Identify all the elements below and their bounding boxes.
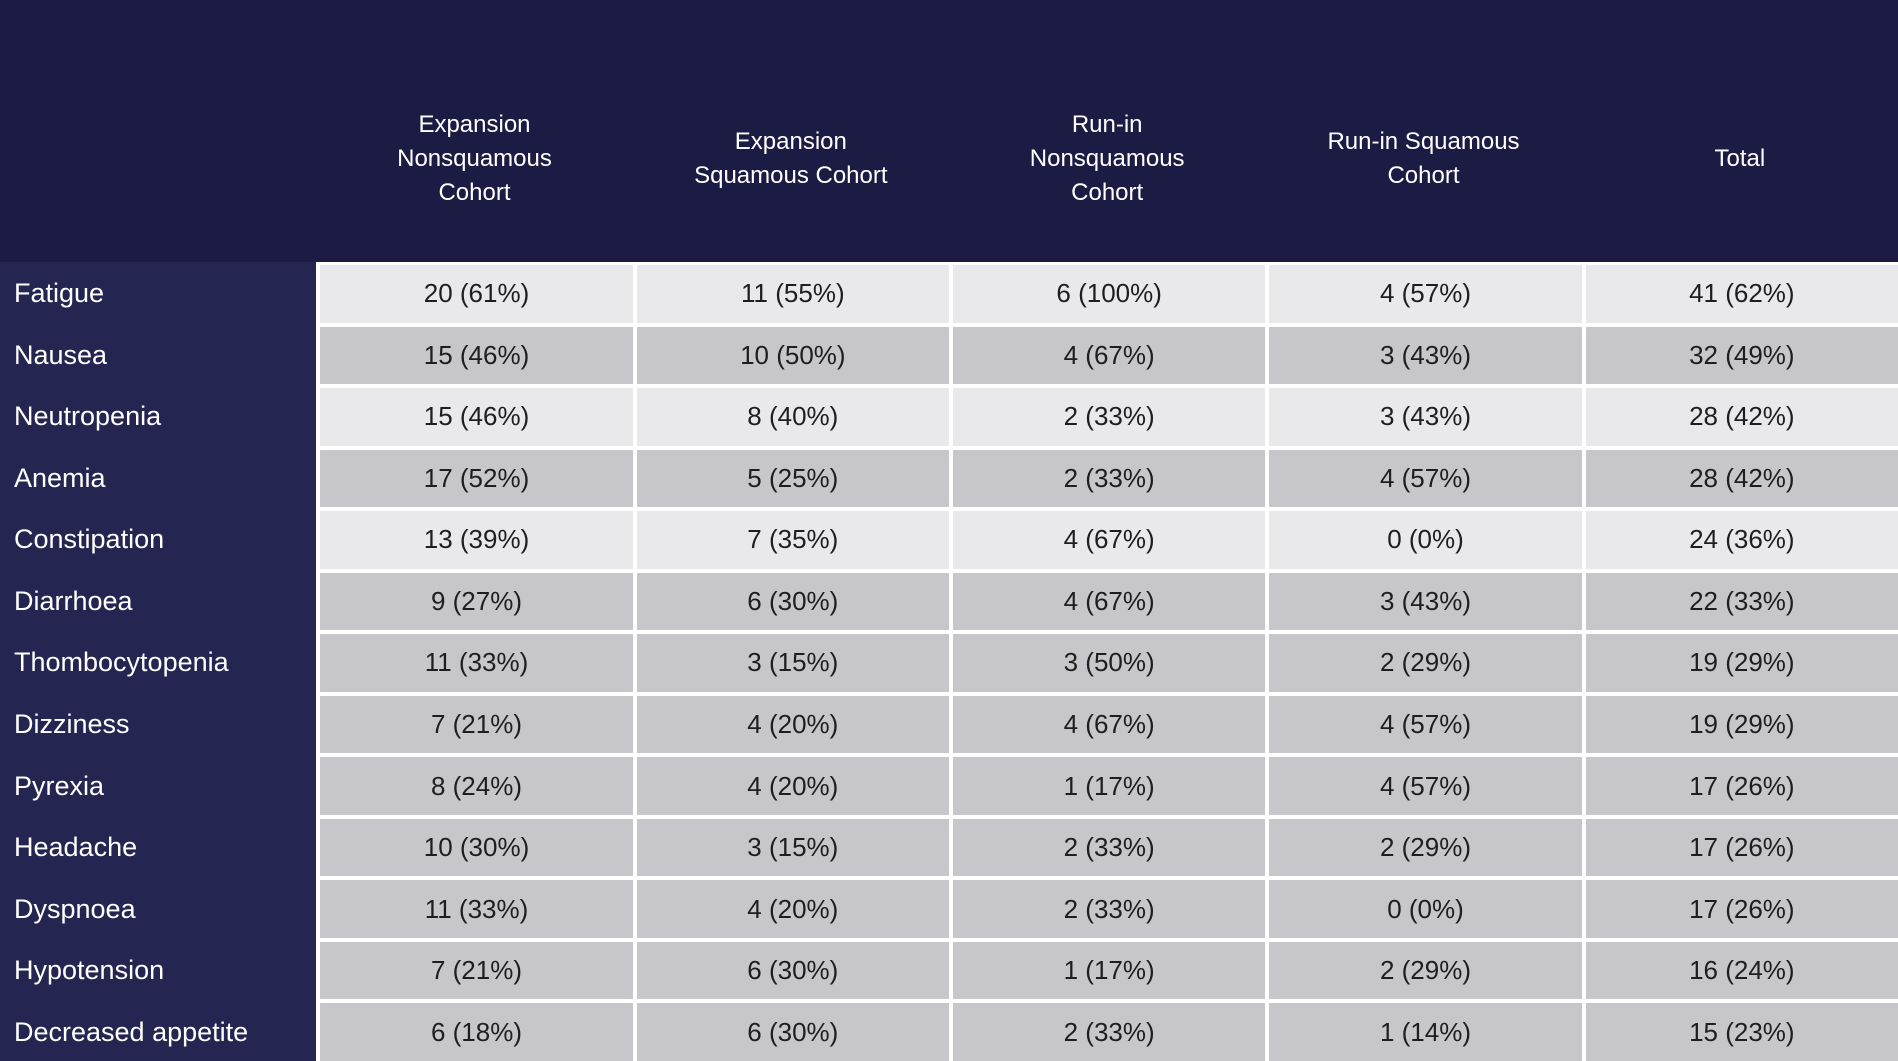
row-label: Decreased appetite xyxy=(14,1016,249,1047)
table-cell: 8 (24%) xyxy=(320,757,633,815)
table-cell: 17 (26%) xyxy=(1585,818,1898,877)
table-cell: 2 (29%) xyxy=(1269,818,1582,877)
table-cell: 11 (55%) xyxy=(636,265,949,323)
table-cell: 4 (20%) xyxy=(636,880,949,938)
table-cell: 2 (29%) xyxy=(1269,941,1582,1000)
table-cell: 2 (33%) xyxy=(952,818,1266,877)
table-cell: 2 (33%) xyxy=(952,449,1266,508)
table-cell: 3 (15%) xyxy=(636,634,949,692)
table-cell: 20 (61%) xyxy=(320,265,633,323)
column-header: Expansion Nonsquamous Cohort xyxy=(397,111,552,206)
table-cell: 4 (57%) xyxy=(1269,265,1582,323)
table-cell: 1 (17%) xyxy=(952,757,1266,815)
table-cell: 4 (67%) xyxy=(952,326,1266,385)
row-label: Nausea xyxy=(14,339,108,370)
table-cell: 9 (27%) xyxy=(320,572,633,631)
table-cell: 16 (24%) xyxy=(1585,941,1898,1000)
table-cell: 6 (30%) xyxy=(636,1003,949,1061)
table-cell: 2 (33%) xyxy=(952,1003,1266,1061)
table-cell: 6 (18%) xyxy=(320,1003,633,1061)
table-cell: 4 (20%) xyxy=(636,695,949,754)
table-cell: 15 (46%) xyxy=(320,326,633,385)
table-cell: 1 (17%) xyxy=(952,941,1266,1000)
table-cell: 6 (100%) xyxy=(952,265,1266,323)
table-cell: 4 (67%) xyxy=(952,695,1266,754)
table-cell: 2 (33%) xyxy=(952,880,1266,938)
column-header: Run-in Squamous Cohort xyxy=(1327,128,1520,189)
row-label: Pyrexia xyxy=(14,770,105,801)
row-label: Dyspnoea xyxy=(14,893,136,924)
row-label: Neutropenia xyxy=(14,401,162,432)
table-cell: 7 (35%) xyxy=(636,511,949,569)
table-cell: 6 (30%) xyxy=(636,572,949,631)
table-cell: 10 (50%) xyxy=(636,326,949,385)
table-cell: 8 (40%) xyxy=(636,388,949,446)
column-header: Run-in Nonsquamous Cohort xyxy=(1029,111,1185,206)
table-cell: 4 (20%) xyxy=(636,757,949,815)
table-cell: 3 (43%) xyxy=(1269,388,1582,446)
table-cell: 15 (23%) xyxy=(1585,1003,1898,1061)
row-label: Headache xyxy=(14,832,138,863)
row-label: Diarrhoea xyxy=(14,585,133,616)
table-cell: 10 (30%) xyxy=(320,818,633,877)
table-cell: 32 (49%) xyxy=(1585,326,1898,385)
table-cell: 28 (42%) xyxy=(1585,388,1898,446)
table-body: Fatigue Nausea Neutropenia Anemia Constipati… xyxy=(0,262,1898,1061)
row-label: Constipation xyxy=(14,524,165,555)
table-header-row: Expansion Nonsquamous Cohort Expansion Sq… xyxy=(0,0,1898,262)
table-cell: 3 (15%) xyxy=(636,818,949,877)
table-cell: 15 (46%) xyxy=(320,388,633,446)
table-cell: 4 (67%) xyxy=(952,572,1266,631)
table-cell: 2 (33%) xyxy=(952,388,1266,446)
table-cell: 11 (33%) xyxy=(320,880,633,938)
table-corner-cell xyxy=(0,0,316,262)
table-cell: 0 (0%) xyxy=(1269,880,1582,938)
table-cell: 11 (33%) xyxy=(320,634,633,692)
table-cell: 4 (57%) xyxy=(1269,757,1582,815)
table-cell: 28 (42%) xyxy=(1585,449,1898,508)
table-cell: 4 (57%) xyxy=(1269,449,1582,508)
table-cell: 7 (21%) xyxy=(320,695,633,754)
table-cell: 19 (29%) xyxy=(1585,634,1898,692)
row-label: Fatigue xyxy=(14,278,105,309)
table-cell: 41 (62%) xyxy=(1585,265,1898,323)
table-cell: 6 (30%) xyxy=(636,941,949,1000)
table-cell: 4 (57%) xyxy=(1269,695,1582,754)
table-cell: 22 (33%) xyxy=(1585,572,1898,631)
table-cell: 3 (43%) xyxy=(1269,572,1582,631)
row-label: Thombocytopenia xyxy=(14,647,229,678)
table-cell: 24 (36%) xyxy=(1585,511,1898,569)
table-cell: 17 (52%) xyxy=(320,449,633,508)
table-cell: 19 (29%) xyxy=(1585,695,1898,754)
table-cell: 2 (29%) xyxy=(1269,634,1582,692)
table-cell: 17 (26%) xyxy=(1585,880,1898,938)
table-cell: 13 (39%) xyxy=(320,511,633,569)
row-label: Anemia xyxy=(14,462,106,493)
column-header: Expansion Squamous Cohort xyxy=(694,128,888,189)
data-grid: 20 (61%) 11 (55%) 6 (100%) 4 (57%) 41 (62%) 1… xyxy=(316,262,1898,1061)
table-cell: 3 (43%) xyxy=(1269,326,1582,385)
row-label-column: Fatigue Nausea Neutropenia Anemia Constipati… xyxy=(0,262,317,1061)
table-cell: 1 (14%) xyxy=(1269,1003,1582,1061)
row-label: Hypotension xyxy=(14,955,165,986)
table-cell: 17 (26%) xyxy=(1585,757,1898,815)
row-label: Dizziness xyxy=(14,709,130,740)
table-cell: 0 (0%) xyxy=(1269,511,1582,569)
column-header: Total xyxy=(1714,145,1766,172)
table-cell: 5 (25%) xyxy=(636,449,949,508)
table-cell: 3 (50%) xyxy=(952,634,1266,692)
table-cell: 7 (21%) xyxy=(320,941,633,1000)
table-cell: 4 (67%) xyxy=(952,511,1266,569)
